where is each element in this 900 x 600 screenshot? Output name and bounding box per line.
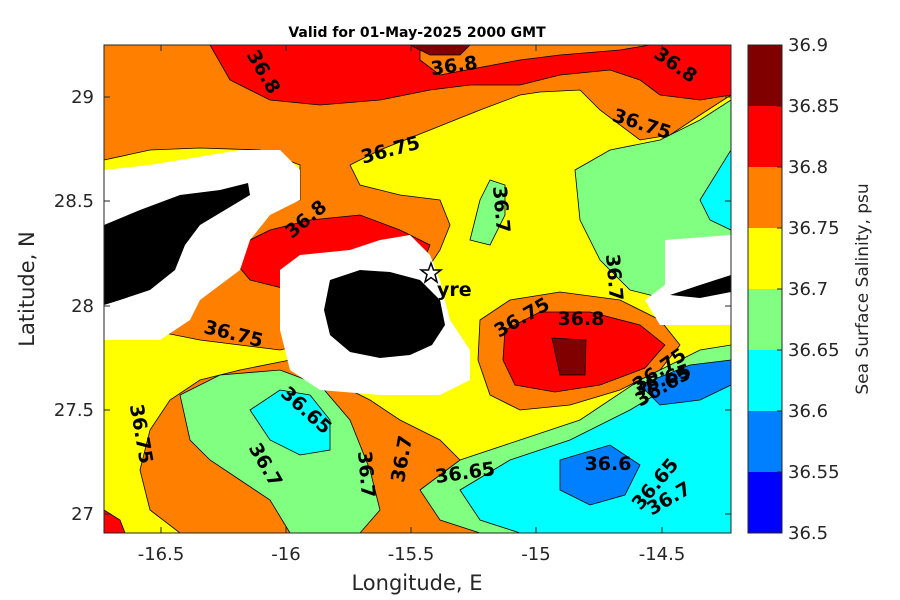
chart-title: Valid for 01-May-2025 2000 GMT: [288, 25, 546, 41]
colorbar-label: Sea Surface Salinity, psu: [853, 183, 873, 394]
region-green-central: [469, 179, 506, 246]
y-tick-label: 27.5: [54, 400, 94, 421]
colorbar-tick-label: 36.7: [788, 279, 828, 300]
colorbar-tick-label: 36.75: [788, 218, 840, 239]
colorbar-swatch: [748, 411, 782, 472]
y-tick-label: 27: [71, 504, 94, 525]
region-cyan-east-top: [699, 149, 731, 231]
y-tick-label: 29: [71, 87, 94, 108]
colorbar-swatch: [748, 472, 782, 533]
x-tick-label: -14.5: [639, 544, 686, 565]
y-axis-label: Latitude, N: [15, 231, 39, 347]
colorbar-tick-label: 36.65: [788, 340, 840, 361]
colorbar-swatch: [748, 45, 782, 106]
region-cyan-sw: [249, 389, 331, 456]
x-axis-label: Longitude, E: [351, 571, 482, 595]
mask-west: [104, 150, 300, 340]
colorbar-swatch: [748, 106, 782, 167]
region-darkred-east: [551, 337, 587, 376]
contour-label: 36.8: [558, 308, 605, 330]
x-axis: -16.5 -16 -15.5 -15 -14.5 Longitude, E: [138, 45, 686, 595]
x-tick-label: -15: [521, 544, 550, 565]
y-tick-label: 28.5: [54, 191, 94, 212]
colorbar-tick-label: 36.9: [788, 35, 828, 56]
x-tick-label: -16.5: [138, 544, 185, 565]
region-red-corner: [104, 509, 126, 533]
land-gran-canaria-west: [104, 183, 250, 305]
land-gran-canaria: [324, 270, 445, 358]
colorbar-tick-label: 36.6: [788, 401, 828, 422]
x-tick-label: -16: [271, 544, 300, 565]
colorbar: 36.5 36.55 36.6 36.65 36.7 36.75 36.8 36.85 36.9: [747, 35, 840, 544]
colorbar-swatch: [748, 350, 782, 411]
site-label: yre: [437, 279, 472, 301]
colorbar-tick-label: 36.85: [788, 96, 840, 117]
plot-frame: [103, 44, 732, 534]
contour-label: 36.7: [601, 253, 627, 302]
region-green-sw: [179, 369, 381, 533]
colorbar-tick-label: 36.55: [788, 462, 840, 483]
y-tick-label: 28: [71, 296, 94, 317]
colorbar-swatch: [748, 289, 782, 350]
contour-label: 36.7: [488, 185, 514, 234]
mask-east: [645, 235, 731, 325]
region-red-north: [209, 45, 731, 106]
contour-label: 36.7: [353, 450, 379, 499]
contour-plot-area: [104, 45, 731, 533]
region-blue-se: [559, 444, 641, 506]
x-tick-label: -15.5: [388, 544, 435, 565]
colorbar-swatch: [748, 228, 782, 289]
region-darkred-north: [409, 45, 471, 56]
colorbar-swatch: [748, 167, 782, 228]
colorbar-tick-label: 36.5: [788, 523, 828, 544]
y-axis: 27 27.5 28 28.5 29 Latitude, N: [15, 87, 731, 525]
contour-label: 36.6: [585, 453, 632, 475]
colorbar-tick-label: 36.8: [788, 157, 828, 178]
site-star-icon: [418, 260, 444, 284]
region-blue-se-east: [639, 359, 731, 406]
land-fuerteventura: [670, 275, 731, 298]
